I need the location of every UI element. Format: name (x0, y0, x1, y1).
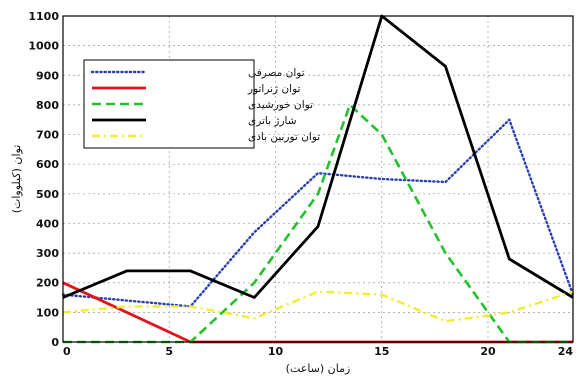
x-tick-label: 20 (480, 345, 496, 358)
y-tick-label: 0 (51, 336, 59, 349)
legend-label-2: توان ژنراتور (247, 83, 301, 95)
legend: توان مصرفی توان ژنراتور توان خورشیدی شارژ ب… (83, 59, 320, 149)
x-tick-label: 10 (268, 345, 284, 358)
y-tick-label: 1000 (28, 40, 59, 53)
y-tick-label: 100 (36, 306, 59, 319)
legend-label-3: توان خورشیدی (248, 99, 313, 111)
y-tick-label: 1100 (28, 10, 59, 23)
plot-frame (62, 15, 574, 343)
x-tick-label: 24 (558, 345, 574, 358)
series-line-3 (63, 103, 573, 344)
x-tick-label: 5 (165, 345, 173, 358)
series-line-1 (61, 118, 575, 308)
series-line-4 (62, 14, 574, 299)
y-tick-label: 500 (36, 188, 59, 201)
tick-labels: 0 100 200 300 400 500 600 700 800 900 1000 1100 0 5 10… (28, 10, 573, 358)
legend-label-4: شارژ باتری (248, 115, 297, 127)
y-tick-label: 900 (36, 69, 59, 82)
y-tick-label: 400 (36, 217, 59, 230)
x-tick-label: 15 (374, 345, 389, 358)
y-tick-label: 200 (36, 277, 59, 290)
y-tick-label: 300 (36, 247, 59, 260)
x-axis-title: زمان (ساعت) (286, 362, 351, 375)
y-tick-label: 700 (36, 129, 59, 142)
legend-label-1: توان مصرفی (248, 67, 305, 79)
x-tick-label: 0 (63, 345, 71, 358)
series-line-5 (62, 290, 574, 323)
y-tick-label: 800 (36, 99, 59, 112)
legend-label-5: توان توربین بادی (248, 131, 320, 143)
y-axis-title: توان (کیلووات) (10, 145, 23, 214)
y-tick-label: 600 (36, 158, 59, 171)
